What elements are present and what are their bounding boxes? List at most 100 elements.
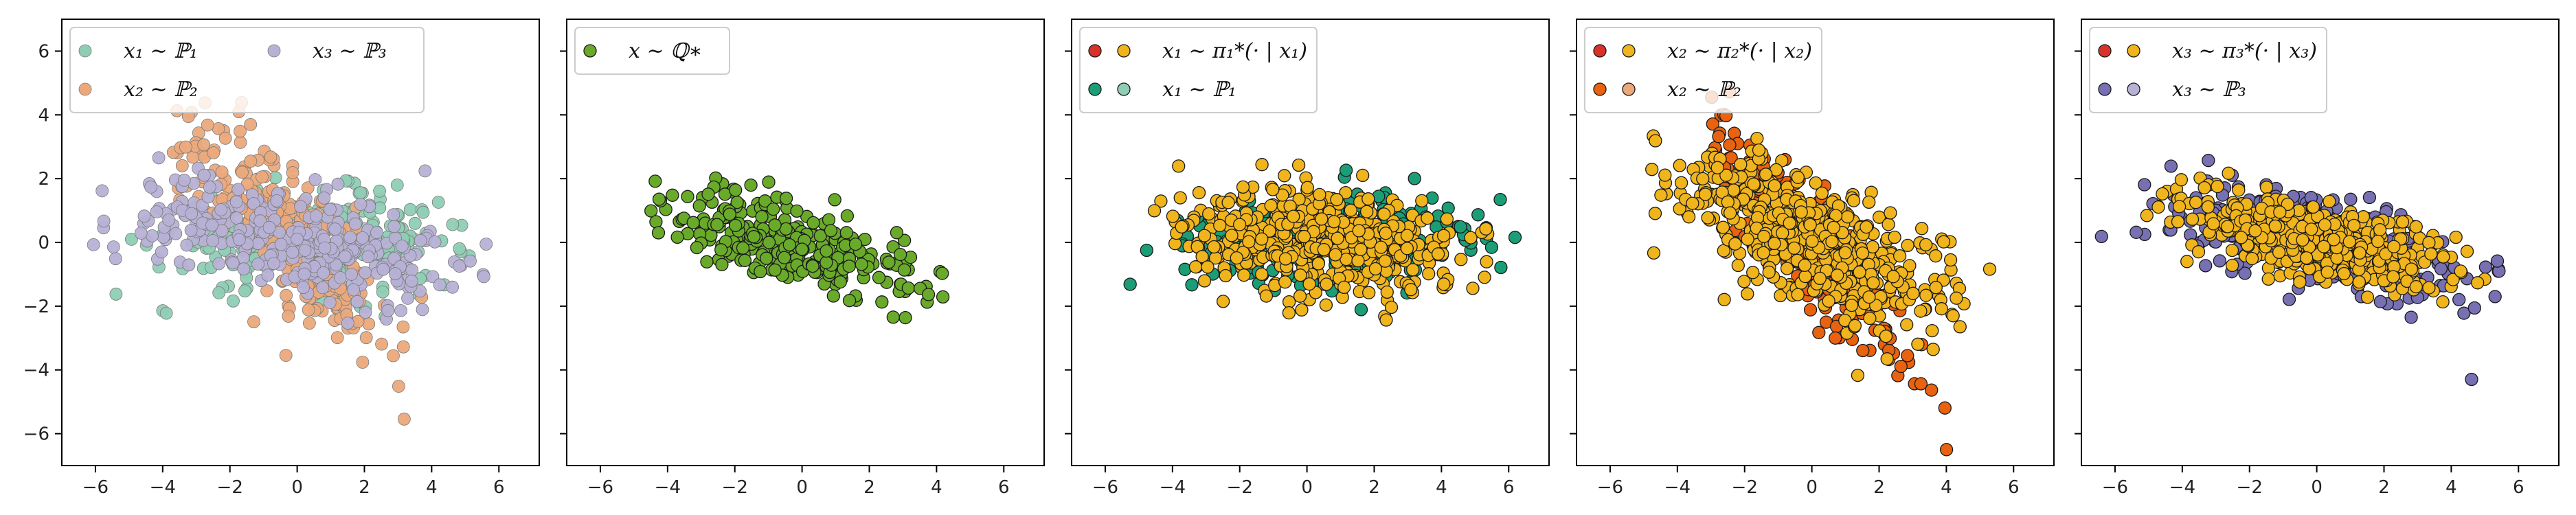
x-tick-label: 0 [796, 477, 808, 498]
data-point [1436, 229, 1451, 242]
data-point [886, 310, 900, 324]
data-point [1379, 227, 1392, 240]
data-point [215, 224, 229, 238]
data-point [150, 205, 163, 218]
legend-entry: x₃ ∼ ℙ₃ [2098, 78, 2246, 102]
data-point [2296, 233, 2309, 247]
data-point [714, 243, 728, 257]
data-point [416, 205, 430, 219]
data-point [1914, 222, 1929, 236]
data-point [1197, 229, 1212, 242]
data-point [328, 222, 342, 236]
legend-label: x₂ ∼ π₂*(· | x₂) [1667, 39, 1812, 63]
legend: x ∼ ℚ∗ [574, 27, 730, 75]
y-tick-label: −2 [23, 297, 49, 317]
data-point [1925, 383, 1939, 397]
data-point [1185, 278, 1199, 292]
data-point [1471, 208, 1485, 222]
data-point [2138, 178, 2151, 192]
data-point [317, 266, 330, 279]
data-point [247, 197, 260, 211]
legend-label: x₂ ∼ ℙ₂ [1667, 78, 1741, 102]
data-point [1886, 270, 1900, 284]
data-point [2259, 181, 2274, 194]
data-point [1925, 323, 1939, 338]
data-point [1330, 193, 1344, 207]
data-point [180, 238, 194, 252]
data-point [1315, 212, 1329, 226]
data-point [1731, 258, 1745, 273]
data-point [2467, 301, 2481, 315]
data-point [768, 218, 782, 232]
data-point [1431, 247, 1445, 261]
y-tick-label: 6 [38, 41, 49, 62]
data-point [875, 295, 889, 309]
data-point [1464, 231, 1478, 244]
data-point [329, 258, 343, 272]
data-point [179, 140, 192, 154]
data-point [232, 233, 246, 247]
data-point [234, 124, 247, 138]
data-point [1195, 250, 1209, 264]
data-point [1123, 277, 1137, 291]
data-point [2305, 222, 2318, 236]
data-point [1278, 275, 1292, 289]
data-point [1682, 210, 1696, 224]
data-point [754, 264, 767, 279]
data-point [1400, 229, 1414, 242]
data-point [1645, 163, 1659, 176]
data-point [394, 304, 407, 317]
data-point [806, 216, 820, 230]
data-point [2300, 251, 2314, 265]
data-point [1378, 254, 1392, 268]
data-point [1882, 218, 1895, 231]
data-point [234, 135, 247, 149]
data-point [2185, 212, 2200, 226]
data-point [936, 290, 950, 304]
data-point [1706, 117, 1719, 131]
data-point [408, 216, 422, 230]
data-point [779, 222, 793, 236]
data-point [316, 281, 330, 295]
x-tick-label: 2 [2378, 477, 2390, 498]
data-point [1888, 230, 1901, 244]
data-point [1686, 196, 1699, 210]
legend-marker [1593, 82, 1607, 96]
data-point [2317, 240, 2331, 253]
data-point [652, 192, 666, 206]
x-tick-label: −4 [1664, 477, 1691, 498]
data-point [1943, 253, 1958, 267]
x-tick-label: −2 [2237, 477, 2263, 498]
data-point [1380, 285, 1394, 299]
y-tick-label: 2 [38, 169, 49, 190]
x-tick-label: −4 [150, 477, 176, 498]
data-point [755, 209, 769, 224]
data-point [1840, 210, 1855, 224]
data-point [237, 262, 251, 276]
data-point [670, 230, 684, 244]
data-point [2449, 230, 2463, 244]
data-point [1327, 215, 1341, 229]
data-point [1201, 260, 1214, 274]
data-point [1319, 298, 1333, 312]
data-point [1649, 134, 1662, 148]
data-point [1166, 209, 1180, 223]
data-point [649, 215, 663, 229]
data-point [1207, 240, 1221, 254]
data-point [1287, 209, 1300, 223]
data-point [152, 151, 166, 165]
data-point [2422, 281, 2436, 295]
legend-marker [78, 44, 92, 58]
panel-5: −6 −4 −2 0 2 4 6 x₃ ∼ π₃*(· | x₃) x₃ ∼ ℙ₃ [2075, 19, 2560, 498]
data-point [302, 317, 316, 330]
data-point [1767, 179, 1781, 193]
data-point [1698, 187, 1713, 201]
legend-entry: x₃ ∼ π₃*(· | x₃) [2098, 39, 2317, 63]
x-tick-label: 4 [2445, 477, 2457, 498]
data-point [414, 233, 427, 247]
data-point [1936, 235, 1951, 249]
data-point [882, 255, 896, 269]
data-point [1906, 286, 1920, 300]
data-point [1172, 159, 1186, 173]
data-point [782, 238, 796, 252]
